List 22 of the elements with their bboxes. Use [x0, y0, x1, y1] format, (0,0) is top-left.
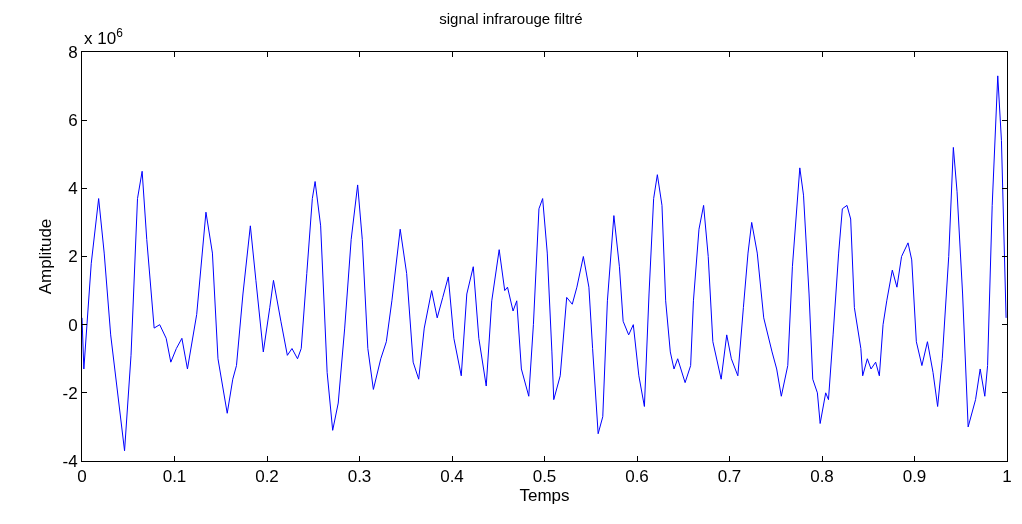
x-tick-label: 0.6	[625, 467, 649, 487]
y-tick-label: -2	[62, 383, 78, 403]
x-tick-label: 0.9	[902, 467, 927, 487]
x-tick-label: 0.7	[717, 467, 742, 487]
x-axis-title: Temps	[519, 486, 570, 506]
y-tick-label: -4	[62, 451, 78, 471]
x-tick-label: 0.1	[162, 467, 187, 487]
y-tick-label: 0	[68, 315, 78, 335]
y-axis-title: Amplitude	[36, 218, 56, 295]
line-series	[82, 75, 1007, 452]
chart-title: signal infrarouge filtré	[439, 9, 583, 27]
y-tick-label: 2	[68, 247, 78, 267]
x-tick-label: 0.4	[440, 467, 464, 487]
x-tick-label: 0.3	[347, 467, 372, 487]
x-tick-label: 0.5	[532, 467, 557, 487]
y-tick-label: 8	[68, 42, 78, 62]
x-tick-label: 0.2	[255, 467, 279, 487]
y-tick-label: 4	[68, 179, 78, 199]
y-tick-label: 6	[68, 111, 78, 131]
x-tick-label: 1	[1002, 467, 1012, 487]
x-tick-label: 0.8	[810, 467, 834, 487]
text: x 10$^{6}$	[84, 26, 124, 49]
